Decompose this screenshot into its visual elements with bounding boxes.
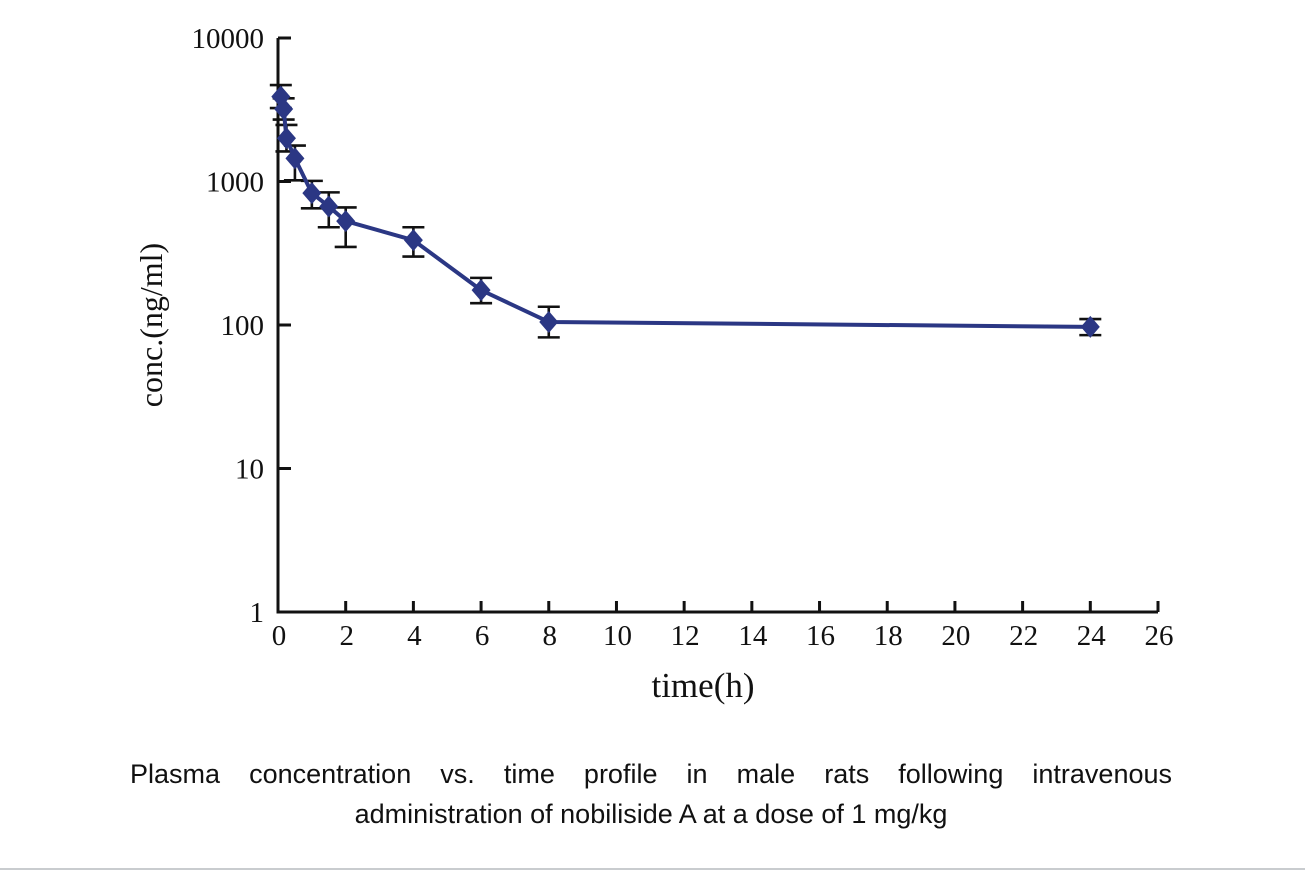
- data-point-marker: [302, 182, 322, 205]
- axes: [276, 36, 1160, 614]
- x-tick-label: 20: [941, 620, 970, 652]
- caption-line-1: Plasma concentration vs. time profile in…: [130, 759, 1172, 789]
- y-tick-label: 1000: [206, 167, 264, 199]
- x-tick-label: 0: [272, 620, 287, 652]
- data-point-marker: [471, 279, 491, 302]
- y-axis-title: conc.(ng/ml): [133, 243, 169, 407]
- y-tick-label: 100: [221, 310, 265, 342]
- data-point-marker: [403, 229, 423, 252]
- data-point-marker: [1080, 315, 1100, 338]
- figure-caption: Plasma concentration vs. time profile in…: [130, 754, 1172, 834]
- x-tick-label: 24: [1077, 620, 1107, 652]
- x-tick-label: 14: [738, 620, 768, 652]
- x-tick-label: 16: [806, 620, 835, 652]
- axis-lines: [276, 38, 1158, 614]
- x-tick-label: 12: [671, 620, 700, 652]
- error-bars: [269, 83, 1102, 339]
- x-tick-label: 4: [407, 620, 422, 652]
- data-point-marker: [285, 147, 305, 170]
- data-point-marker: [336, 210, 356, 233]
- x-tick-label: 22: [1009, 620, 1038, 652]
- data-point-marker: [319, 195, 339, 218]
- data-point-marker: [539, 310, 559, 333]
- data-points: [271, 85, 1100, 338]
- x-tick-label: 8: [543, 620, 558, 652]
- y-tick-label: 1: [250, 597, 265, 629]
- caption-line-2: administration of nobiliside A at a dose…: [354, 799, 948, 829]
- data-point-marker: [274, 98, 294, 121]
- x-tick-label: 6: [475, 620, 490, 652]
- y-tick-label: 10: [235, 454, 264, 486]
- series-line: [278, 96, 1091, 329]
- x-axis-title: time(h): [651, 666, 754, 705]
- x-tick-label: 26: [1145, 620, 1174, 652]
- y-tick-label: 10000: [192, 23, 265, 55]
- x-tick-label: 18: [874, 620, 903, 652]
- x-tick-label: 10: [603, 620, 632, 652]
- data-point-marker: [276, 127, 296, 150]
- x-tick-label: 2: [339, 620, 354, 652]
